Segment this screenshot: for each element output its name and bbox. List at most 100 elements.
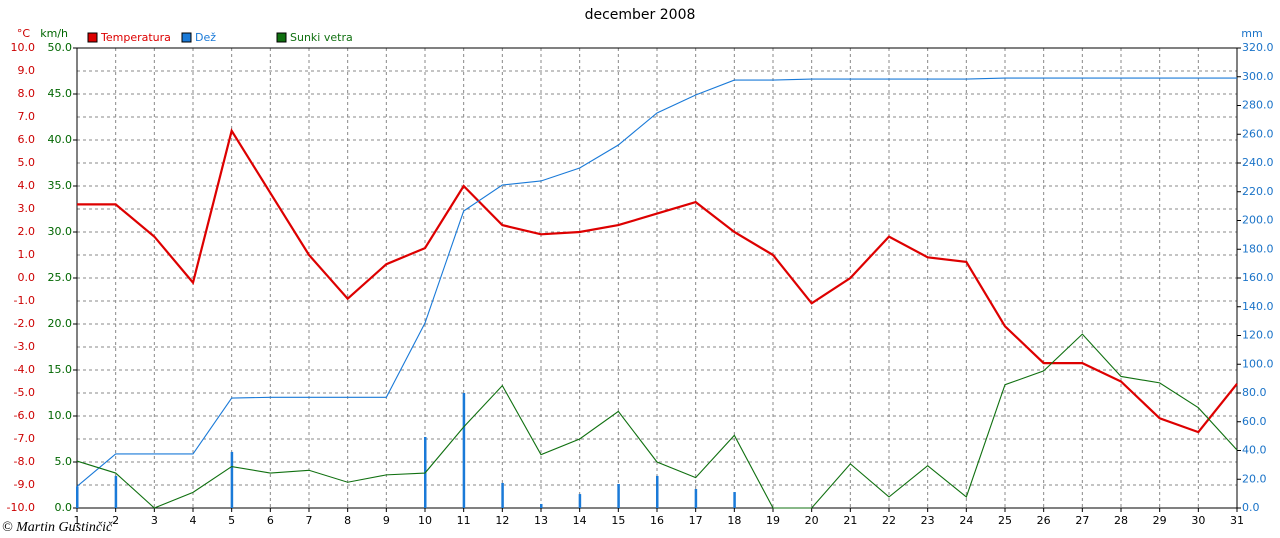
rain-bar: [114, 475, 118, 508]
x-tick-label: 23: [921, 514, 935, 527]
y-tick-label: 1.0: [18, 248, 36, 261]
y3-tick-label: 80.0: [1242, 386, 1267, 399]
series-line: [76, 333, 1238, 509]
legend-label: Sunki vetra: [290, 31, 353, 44]
y2-tick-label: 30.0: [48, 225, 73, 238]
y3-tick-label: 220.0: [1242, 185, 1274, 198]
y3-tick-label: 320.0: [1242, 41, 1274, 54]
y-tick-label: -10.0: [7, 501, 35, 514]
y-tick-label: 10.0: [11, 41, 36, 54]
y-tick-label: -6.0: [14, 409, 35, 422]
y2-tick-label: 5.0: [55, 455, 73, 468]
y-tick-label: -3.0: [14, 340, 35, 353]
y2-tick-label: 10.0: [48, 409, 73, 422]
x-tick-label: 2: [112, 514, 119, 527]
rain-bar: [617, 483, 620, 508]
y-tick-label: 0.0: [18, 271, 36, 284]
y2-tick-label: 20.0: [48, 317, 73, 330]
y-tick-label: 2.0: [18, 225, 36, 238]
y-tick-label: 3.0: [18, 202, 36, 215]
rain-bar: [694, 489, 698, 508]
x-tick-label: 14: [573, 514, 587, 527]
rain-bar: [656, 475, 659, 508]
x-tick-label: 4: [190, 514, 197, 527]
y3-tick-label: 40.0: [1242, 444, 1267, 457]
y2-tick-label: 40.0: [48, 133, 73, 146]
y-tick-label: -1.0: [14, 294, 35, 307]
y2-axis-label: km/h: [40, 27, 68, 40]
x-tick-label: 21: [843, 514, 857, 527]
copyright: © Martin Gustinčič: [2, 520, 113, 535]
rain-bar: [76, 486, 79, 508]
y2-tick-label: 50.0: [48, 41, 73, 54]
x-tick-label: 28: [1114, 514, 1128, 527]
x-tick-label: 3: [151, 514, 158, 527]
y-tick-label: -5.0: [14, 386, 35, 399]
y3-tick-label: 20.0: [1242, 472, 1267, 485]
y3-tick-label: 240.0: [1242, 156, 1274, 169]
x-tick-label: 20: [805, 514, 819, 527]
rain-bar: [733, 492, 736, 508]
y2-tick-label: 25.0: [48, 271, 73, 284]
x-tick-label: 5: [228, 514, 235, 527]
x-tick-label: 10: [418, 514, 432, 527]
y3-tick-label: 100.0: [1242, 357, 1274, 370]
y-tick-label: -2.0: [14, 317, 35, 330]
rain-bar: [462, 393, 466, 508]
y-tick-label: -4.0: [14, 363, 35, 376]
x-tick-label: 19: [766, 514, 780, 527]
x-tick-label: 25: [998, 514, 1012, 527]
x-tick-label: 16: [650, 514, 664, 527]
x-tick-label: 31: [1230, 514, 1244, 527]
y3-tick-label: 160.0: [1242, 271, 1274, 284]
y3-tick-label: 280.0: [1242, 99, 1274, 112]
x-tick-label: 26: [1037, 514, 1051, 527]
x-tick-label: 17: [689, 514, 703, 527]
x-tick-label: 8: [344, 514, 351, 527]
y-axis-label: °C: [17, 27, 31, 40]
y3-tick-label: 180.0: [1242, 242, 1274, 255]
y-tick-label: -7.0: [14, 432, 35, 445]
y3-tick-label: 140.0: [1242, 300, 1274, 313]
x-tick-label: 30: [1191, 514, 1205, 527]
x-tick-label: 18: [727, 514, 741, 527]
y2-tick-label: 45.0: [48, 87, 73, 100]
x-tick-label: 24: [959, 514, 973, 527]
legend-swatch: [276, 32, 287, 43]
x-tick-label: 11: [457, 514, 471, 527]
y3-tick-label: 300.0: [1242, 70, 1274, 83]
x-tick-label: 13: [534, 514, 548, 527]
y2-tick-label: 15.0: [48, 363, 73, 376]
chart-title: december 2008: [585, 7, 696, 23]
x-tick-label: 1: [74, 514, 81, 527]
y2-tick-label: 35.0: [48, 179, 73, 192]
legend-swatch: [181, 32, 192, 43]
x-tick-label: 29: [1153, 514, 1167, 527]
x-tick-label: 7: [306, 514, 313, 527]
legend-label: Dež: [195, 31, 216, 44]
y3-tick-label: 60.0: [1242, 415, 1267, 428]
series-line: [77, 128, 1238, 434]
y3-tick-label: 200.0: [1242, 214, 1274, 227]
rain-bar: [578, 494, 582, 508]
y-tick-label: 5.0: [18, 156, 36, 169]
y3-tick-label: 0.0: [1242, 501, 1260, 514]
y3-tick-label: 120.0: [1242, 329, 1274, 342]
x-tick-label: 12: [495, 514, 509, 527]
legend-swatch: [87, 32, 98, 43]
legend-label: Temperatura: [100, 31, 171, 44]
rain-bar: [501, 482, 504, 508]
x-tick-label: 9: [383, 514, 390, 527]
y-tick-label: 4.0: [18, 179, 36, 192]
series-line: [76, 77, 1237, 487]
y-tick-label: -9.0: [14, 478, 35, 491]
x-tick-label: 22: [882, 514, 896, 527]
y-tick-label: -8.0: [14, 455, 35, 468]
y3-tick-label: 260.0: [1242, 127, 1274, 140]
y-tick-label: 8.0: [18, 87, 36, 100]
y3-axis-label: mm: [1241, 27, 1262, 40]
y-tick-label: 9.0: [18, 64, 36, 77]
y-tick-label: 6.0: [18, 133, 36, 146]
rain-bar: [540, 503, 543, 508]
